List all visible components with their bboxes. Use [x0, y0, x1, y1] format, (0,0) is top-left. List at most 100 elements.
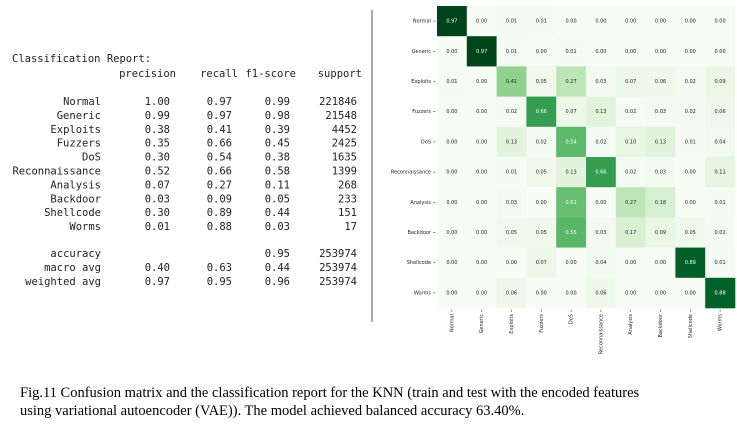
heatmap-cell — [645, 157, 676, 188]
heatmap-cell — [645, 217, 676, 248]
report-cell: 0.01 — [145, 221, 170, 233]
report-cell: 0.88 — [207, 221, 232, 233]
heatmap-cell — [526, 187, 557, 218]
cell-label: 0.10 — [625, 139, 636, 145]
cell-label: 0.05 — [536, 79, 547, 85]
x-tick-label: Reconnaissance — [598, 314, 604, 354]
report-cell: 0.38 — [145, 124, 170, 136]
cell-label: 0.00 — [685, 200, 696, 206]
cell-label: 0.01 — [446, 79, 457, 85]
heatmap-cell — [645, 6, 676, 37]
report-cell: 0.30 — [145, 207, 170, 219]
heatmap-cell — [675, 277, 706, 309]
heatmap-cell — [675, 247, 706, 279]
cell-label: 0.01 — [566, 49, 577, 55]
cell-label: 0.00 — [566, 19, 577, 25]
report-cell: 0.98 — [265, 110, 290, 122]
heatmap-cell — [466, 126, 497, 158]
heatmap-cell — [675, 187, 706, 218]
cell-label: 0.01 — [536, 19, 547, 25]
report-cell: 0.95 — [265, 248, 290, 260]
report-label: Analysis — [50, 179, 101, 191]
cell-label: 0.05 — [536, 230, 547, 236]
report-cell: 0.41 — [207, 124, 232, 136]
heatmap-cell — [437, 126, 468, 158]
y-tick-label: Exploits — [411, 79, 431, 85]
cell-label: 0.00 — [685, 49, 696, 55]
cell-label: 0.00 — [506, 260, 517, 266]
caption-line: using variational autoencoder (VAE)). Th… — [20, 403, 524, 419]
report-cell: 0.52 — [145, 166, 170, 178]
heatmap-cell — [675, 36, 706, 67]
cell-label: 0.01 — [506, 19, 517, 25]
heatmap-cell — [466, 66, 497, 97]
heatmap-cell — [705, 157, 736, 188]
cell-label: 0.00 — [566, 290, 577, 296]
report-cell: 0.03 — [265, 221, 290, 233]
cell-label: 0.02 — [685, 79, 696, 85]
x-tick-label: Backdoor — [658, 313, 664, 337]
report-cell: 2425 — [332, 138, 357, 150]
cell-label: 0.02 — [625, 170, 636, 176]
y-tick-label: DoS — [421, 139, 431, 145]
report-cell: 253974 — [319, 276, 357, 288]
report-label: Fuzzers — [57, 138, 101, 150]
heatmap-cell — [496, 96, 527, 128]
cell-label: 0.00 — [685, 170, 696, 176]
report-cell: 0.45 — [265, 138, 290, 150]
report-cell: 0.11 — [265, 179, 290, 191]
report-cell: 0.99 — [265, 96, 290, 108]
heatmap-cell — [645, 247, 676, 279]
heatmap-cell — [586, 36, 617, 67]
y-tick-label: Generic — [412, 49, 432, 55]
report-cell: 233 — [338, 193, 357, 205]
heatmap-cell — [645, 187, 676, 218]
report-header: f1-score — [245, 68, 296, 80]
report-cell: 17 — [344, 221, 357, 233]
heatmap-cell — [586, 157, 617, 188]
heatmap-cell — [437, 96, 468, 128]
y-tick-label: Normal — [413, 19, 431, 25]
report-cell: 0.40 — [145, 262, 170, 274]
heatmap-cell — [556, 187, 587, 218]
heatmap-cell — [556, 36, 587, 67]
report-cell: 0.09 — [207, 193, 232, 205]
heatmap-cell — [705, 277, 736, 309]
cell-label: 0.00 — [476, 170, 487, 176]
heatmap-cell — [496, 217, 527, 248]
cell-label: 0.00 — [446, 49, 457, 55]
report-cell: 1.00 — [145, 96, 170, 108]
y-tick-label: Reconnaissance — [391, 170, 431, 176]
x-tick-label: Fuzzers — [539, 314, 545, 333]
heatmap-cell — [586, 247, 617, 279]
heatmap-cell — [705, 247, 736, 279]
heatmap-cell — [437, 66, 468, 97]
cell-label: 0.01 — [506, 49, 517, 55]
cell-label: 0.03 — [506, 200, 517, 206]
cell-label: 0.00 — [446, 139, 457, 145]
cell-label: 0.00 — [715, 19, 726, 25]
cell-label: 0.06 — [715, 109, 726, 115]
cell-label: 0.00 — [476, 260, 487, 266]
heatmap-cell — [645, 126, 676, 158]
caption-line: Fig.11 Confusion matrix and the classifi… — [20, 385, 640, 401]
report-label: macro avg — [44, 262, 101, 274]
heatmap-cell — [586, 66, 617, 97]
cell-label: 0.00 — [715, 49, 726, 55]
cell-label: 0.13 — [506, 139, 517, 145]
report-cell: 0.44 — [265, 207, 290, 219]
y-tick-label: Shellcode — [407, 260, 431, 266]
cell-label: 0.01 — [715, 260, 726, 266]
cell-label: 0.00 — [625, 19, 636, 25]
cell-label: 0.00 — [685, 19, 696, 25]
cell-label: 0.02 — [595, 139, 606, 145]
report-cell: 0.44 — [265, 262, 290, 274]
cell-label: 0.02 — [506, 109, 517, 115]
cell-label: 0.00 — [566, 260, 577, 266]
cell-label: 0.00 — [655, 49, 666, 55]
report-title: Classification Report: — [12, 53, 151, 65]
cell-label: 0.97 — [476, 49, 487, 55]
cell-label: 0.01 — [506, 170, 517, 176]
heatmap-cell — [556, 217, 587, 248]
heatmap-cell — [496, 247, 527, 279]
